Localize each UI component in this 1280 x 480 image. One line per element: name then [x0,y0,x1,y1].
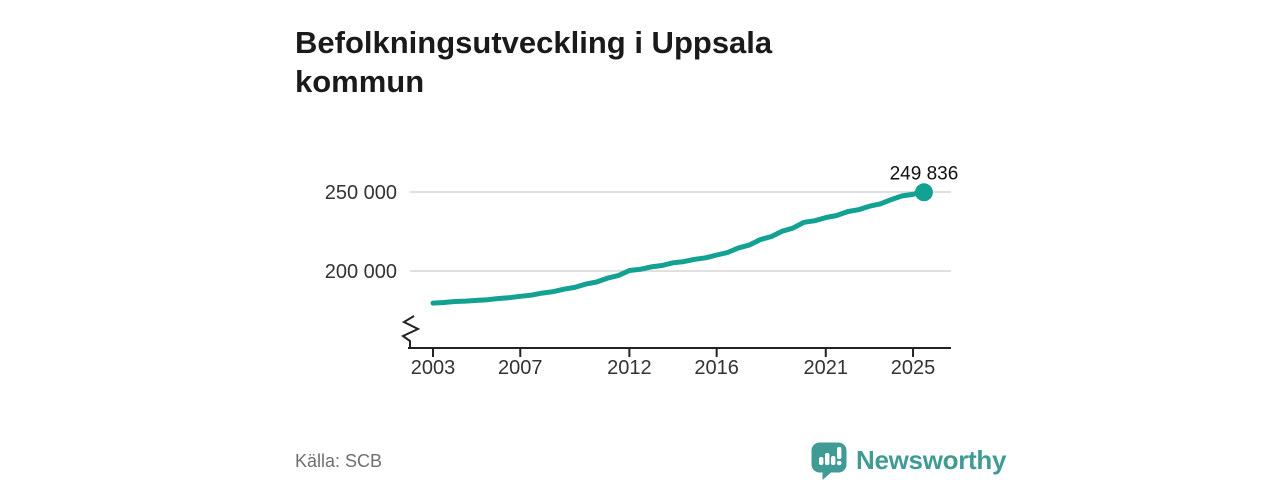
x-tick-label: 2003 [411,357,456,379]
x-tick-label: 2016 [694,357,739,379]
newsworthy-brand[interactable]: Newsworthy [810,440,1006,480]
x-tick-label: 2021 [804,357,849,379]
gridlines [410,191,951,272]
logo-exclamation-dot [836,460,842,465]
brand-wordmark: Newsworthy [856,444,1007,475]
x-tick-label: 2012 [607,357,652,379]
logo-bar-3 [831,455,836,465]
y-tick-label: 200 000 [325,261,397,283]
population-series-line [430,189,927,306]
page-title: Befolkningsutveckling i Uppsala kommun [295,24,773,99]
y-axis-break-icon [401,315,421,348]
logo-exclamation-bar [837,446,842,459]
x-axis-tick-labels: 2003 2007 2012 2016 2021 2025 [411,357,936,379]
y-tick-label: 250 000 [325,182,397,204]
logo-bar-1 [819,456,824,465]
newsworthy-logo-icon [811,442,847,480]
x-axis-ticks [432,348,915,357]
y-axis-labels: 250 000 200 000 [325,182,397,283]
x-tick-label: 2007 [498,357,543,379]
source-note: Källa: SCB [295,451,383,471]
last-data-point-marker [914,183,933,202]
logo-bar-2 [825,452,830,465]
x-tick-label: 2025 [891,357,936,379]
last-value-label: 249 836 [890,163,959,184]
